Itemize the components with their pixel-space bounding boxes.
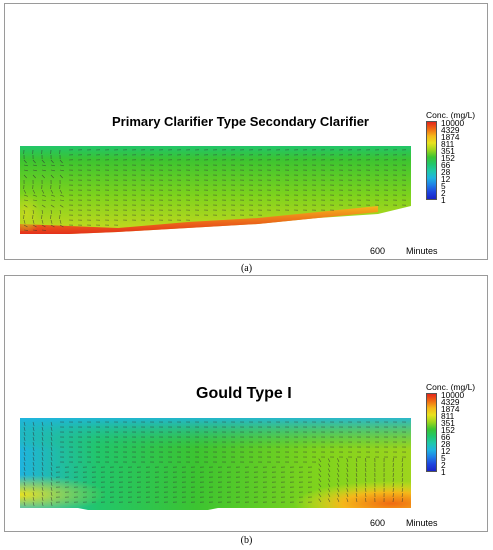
legend-label: 12 [441,174,451,184]
legend-label: 811 [441,139,455,149]
legend-label: 351 [441,418,455,428]
legend-label: 811 [441,411,455,421]
legend-label: 28 [441,439,451,449]
legend-label: 66 [441,432,451,442]
panel-a-title: Primary Clarifier Type Secondary Clarifi… [112,114,369,129]
legend-label: 12 [441,446,451,456]
legend-label: 152 [441,425,455,435]
panel-a-time-value: 600 [370,246,386,256]
panel-b: Gould Type I [4,275,488,532]
legend-label: 66 [441,160,451,170]
legend-label: 5 [441,453,446,463]
legend-label: 1 [441,195,446,205]
panel-b-concentration-field [20,418,411,510]
tank-a-sludge-blanket [20,206,378,234]
legend-title: Conc. (mg/L) [426,110,476,120]
panel-b-caption: (b) [240,535,253,546]
legend-label: 4329 [441,125,460,135]
legend-label: 10000 [441,118,465,128]
legend-color-bar [426,121,437,200]
panel-a-time-unit: Minutes [406,246,438,256]
panel-b-time-value: 600 [370,518,386,528]
legend-label: 152 [441,153,455,163]
panel-a-concentration-field [20,146,411,234]
panel-b-title: Gould Type I [196,385,292,402]
panel-b-legend: Conc. (mg/L) 10000 4329 1874 811 351 152 66 28 1… [426,382,481,482]
legend-label: 1874 [441,132,460,142]
legend-label: 4329 [441,397,460,407]
panel-a-caption: (a) [240,263,253,274]
legend-color-bar [426,393,437,472]
legend-label: 5 [441,181,446,191]
panel-a-legend: Conc. (mg/L) 10000 4329 1874 811 351 152 66 28 1… [426,110,481,210]
legend-label: 2 [441,460,446,470]
panel-b-time-unit: Minutes [406,518,438,528]
legend-label: 10000 [441,390,465,400]
panel-a: Primary Clarifier Type Secondary Clarifi… [4,3,488,260]
legend-label: 28 [441,167,451,177]
legend-label: 1 [441,467,446,477]
legend-label: 2 [441,188,446,198]
legend-title: Conc. (mg/L) [426,382,476,392]
legend-label: 351 [441,146,455,156]
legend-label: 1874 [441,404,460,414]
